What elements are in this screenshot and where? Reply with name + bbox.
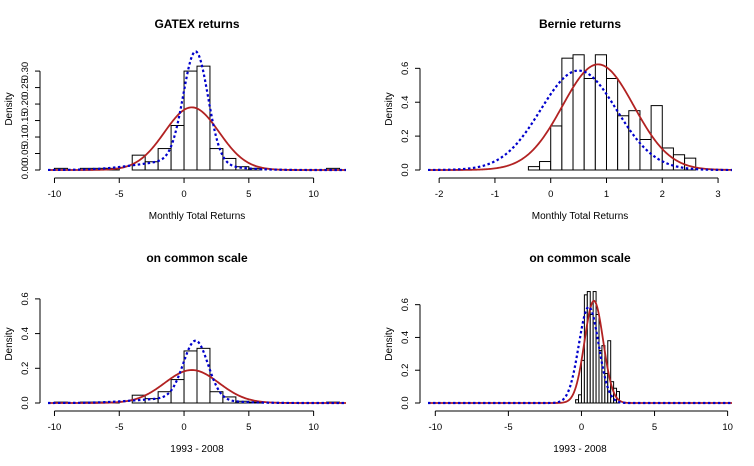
chart-panel-4: on common scale 1993 - 2008 Density -10 -5 0 5… [384, 251, 733, 455]
y-tick-label: 0.10 [20, 128, 31, 147]
chart-title: GATEX returns [154, 17, 239, 31]
y-tick-label: 0.25 [20, 78, 31, 97]
x-tick-label: 0 [548, 189, 553, 200]
y-tick-label: 0.4 [400, 331, 411, 344]
chart-title: Bernie returns [539, 17, 621, 31]
x-axis-label: Monthly Total Returns [149, 211, 246, 222]
x-tick-label: 1 [604, 189, 609, 200]
x-tick-label: -1 [491, 189, 499, 200]
y-tick-label: 0.6 [400, 298, 411, 311]
y-tick-label: 0.2 [400, 130, 411, 143]
y-axis-label: Density [4, 92, 15, 125]
histogram-bar [639, 139, 652, 171]
y-axis-label: Density [384, 327, 395, 360]
y-tick-label: 0.20 [20, 95, 31, 114]
histogram-bar [617, 115, 630, 171]
histogram-bar [628, 110, 641, 171]
x-tick-label: -10 [48, 189, 62, 200]
chart-panel-3: on common scale 1993 - 2008 Density -10 -5 0 5… [4, 251, 346, 455]
histogram-bar [222, 396, 237, 404]
density-curve [48, 50, 346, 172]
histogram-bar [196, 65, 211, 171]
density-curve [428, 69, 732, 172]
x-tick-label: 2 [660, 189, 665, 200]
histogram-bar [144, 161, 159, 171]
x-tick-label: 5 [246, 422, 251, 433]
y-axis-label: Density [4, 327, 15, 360]
x-axis-label: Monthly Total Returns [532, 211, 629, 222]
x-tick-label: 5 [246, 189, 251, 200]
y-tick-label: 0.6 [20, 292, 31, 305]
x-tick-label: 3 [715, 189, 720, 200]
x-tick-label: -10 [428, 422, 442, 433]
histogram-bar [594, 54, 607, 171]
histogram-bar [222, 157, 237, 171]
y-tick-label: 0.15 [20, 111, 31, 130]
y-tick-label: 0.2 [400, 364, 411, 377]
normal-curve [48, 369, 346, 404]
y-tick-label: 0.0 [400, 396, 411, 409]
y-tick-label: 0.00 [20, 161, 31, 180]
x-tick-label: -5 [115, 422, 123, 433]
x-axis-label: 1993 - 2008 [553, 444, 607, 455]
normal-curve [428, 63, 733, 171]
chart-title: on common scale [529, 251, 631, 265]
y-tick-label: 0.4 [400, 96, 411, 109]
histogram-bar [583, 78, 596, 171]
y-tick-label: 0.2 [20, 362, 31, 375]
x-tick-label: 10 [308, 189, 319, 200]
y-tick-label: 0.05 [20, 144, 31, 163]
histogram-bar [550, 125, 563, 171]
y-axis-label: Density [384, 92, 395, 125]
x-tick-label: -10 [48, 422, 62, 433]
chart-panel-2: Bernie returns Monthly Total Returns Densi… [384, 17, 733, 222]
histogram-bar [539, 161, 552, 171]
x-tick-label: 0 [181, 189, 186, 200]
x-tick-label: 0 [181, 422, 186, 433]
histogram-bar [170, 379, 185, 404]
histogram-bar [527, 166, 541, 171]
histogram-bar [170, 124, 185, 171]
x-tick-label: 5 [652, 422, 657, 433]
y-tick-label: 0.4 [20, 327, 31, 340]
x-tick-label: -2 [435, 189, 443, 200]
x-axis-label: 1993 - 2008 [170, 444, 224, 455]
density-curve [428, 305, 732, 405]
chart-title: on common scale [146, 251, 248, 265]
x-tick-label: 0 [579, 422, 584, 433]
histogram-bar [209, 148, 224, 171]
y-tick-label: 0.6 [400, 62, 411, 75]
histogram-bar [144, 398, 159, 404]
y-tick-label: 0.30 [20, 62, 31, 81]
x-tick-label: -5 [115, 189, 123, 200]
histogram-bar [183, 70, 198, 171]
x-tick-label: 10 [722, 422, 733, 433]
y-tick-label: 0.0 [20, 396, 31, 409]
x-tick-label: 10 [308, 422, 319, 433]
y-tick-label: 0.0 [400, 163, 411, 176]
x-tick-label: -5 [504, 422, 512, 433]
normal-curve [428, 299, 732, 404]
histogram-bar [650, 105, 663, 171]
chart-panel-1: GATEX returns Monthly Total Returns Densit… [4, 17, 346, 222]
histogram-bar [605, 78, 619, 171]
